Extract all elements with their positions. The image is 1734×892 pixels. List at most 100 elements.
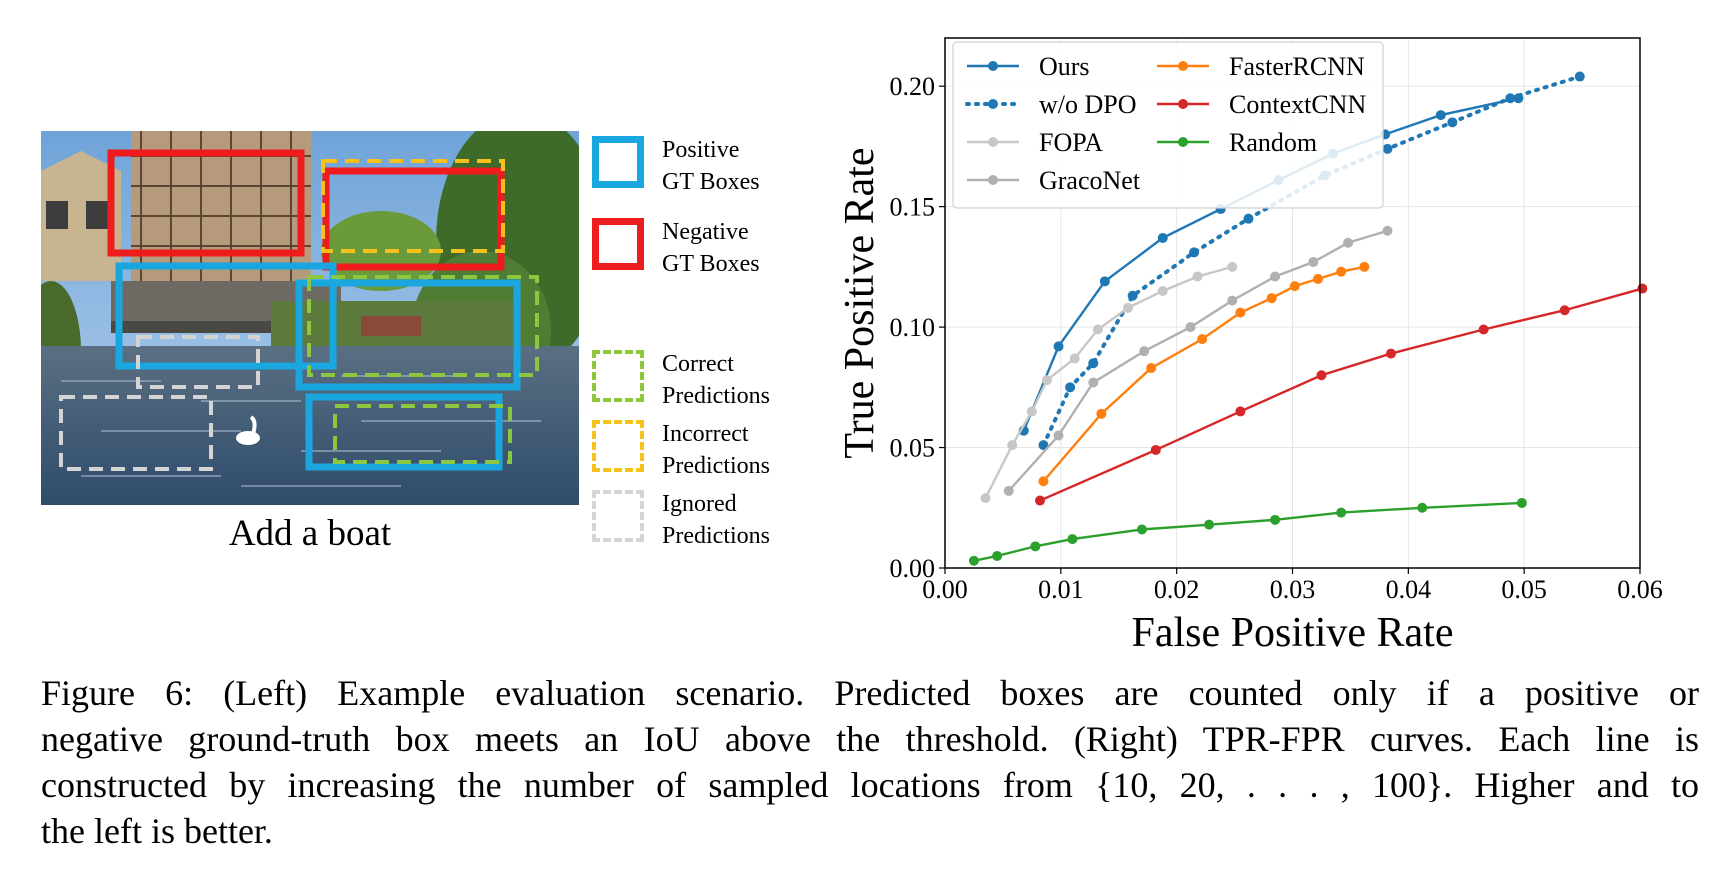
caption-line: negative ground-truth box meets an IoU a… xyxy=(41,719,1699,759)
negative-gt-box xyxy=(107,149,305,257)
positive-gt-box xyxy=(295,279,521,391)
data-point xyxy=(1053,430,1064,441)
data-point xyxy=(1030,541,1041,552)
legend-label: FOPA xyxy=(1039,128,1103,157)
x-tick-label: 0.01 xyxy=(1038,575,1084,604)
data-point xyxy=(1435,110,1446,121)
data-point xyxy=(1157,232,1168,243)
data-point xyxy=(1316,370,1327,381)
data-point xyxy=(968,555,979,566)
data-point xyxy=(1096,408,1107,419)
legend-item-incorrect-predictions: Incorrect Predictions xyxy=(590,418,800,482)
legend-label: Ignored Predictions xyxy=(662,491,770,549)
caption-line: constructed by increasing the number of … xyxy=(41,765,1699,805)
data-point xyxy=(1003,485,1014,496)
scene-illustration xyxy=(41,131,579,505)
series-w-o-dpo xyxy=(1038,71,1585,451)
house xyxy=(41,151,121,281)
data-point xyxy=(980,493,991,504)
house-window xyxy=(46,201,68,229)
data-point xyxy=(1088,358,1099,369)
data-point xyxy=(992,550,1003,561)
data-point xyxy=(1192,271,1203,282)
data-point xyxy=(1204,519,1215,530)
caption-line: the left is better. xyxy=(41,811,273,851)
legend-label: ContextCNN xyxy=(1229,90,1366,119)
x-tick-label: 0.03 xyxy=(1270,575,1316,604)
data-point xyxy=(1136,524,1147,535)
data-point xyxy=(1053,341,1064,352)
data-point xyxy=(1092,324,1103,335)
legend-item-negative-gt: Negative GT Boxes xyxy=(590,216,800,280)
data-point xyxy=(1289,281,1300,292)
legend-label: Correct Predictions xyxy=(662,351,770,409)
data-point xyxy=(1099,276,1110,287)
box-type-legend: Positive GT Boxes Negative GT Boxes Correc… xyxy=(590,134,800,554)
legend-marker xyxy=(1178,137,1188,147)
legend-entry-ours: Ours xyxy=(967,52,1090,81)
y-axis-label: True Positive Rate xyxy=(837,147,883,458)
data-point xyxy=(1146,363,1157,374)
data-point xyxy=(1127,290,1138,301)
swan-neck xyxy=(249,415,257,435)
positive-gt-box xyxy=(305,393,503,471)
legend-entry-graconet: GracoNet xyxy=(967,166,1141,195)
data-point xyxy=(1227,295,1238,306)
series-fopa xyxy=(980,261,1238,504)
data-point xyxy=(1088,377,1099,388)
data-point xyxy=(1382,225,1393,236)
data-point xyxy=(1235,307,1246,318)
series-line xyxy=(1039,287,1643,502)
legend-label: Negative GT Boxes xyxy=(662,219,760,277)
legend-swatch xyxy=(592,136,644,188)
data-point xyxy=(1069,353,1080,364)
legend-marker xyxy=(988,61,998,71)
data-point xyxy=(1385,348,1396,359)
legend-marker xyxy=(988,137,998,147)
data-point xyxy=(1038,476,1049,487)
y-tick-label: 0.20 xyxy=(890,72,936,101)
y-tick-label: 0.15 xyxy=(890,193,936,222)
data-point xyxy=(1312,273,1323,284)
legend-swatch xyxy=(592,350,644,402)
x-axis-label: False Positive Rate xyxy=(1132,610,1454,656)
data-point xyxy=(1026,406,1037,417)
legend-swatch xyxy=(592,218,644,270)
series-graconet xyxy=(1003,225,1393,496)
legend-item-ignored-predictions: Ignored Predictions xyxy=(590,488,800,552)
data-point xyxy=(1336,266,1347,277)
legend-label: Ours xyxy=(1039,52,1090,81)
data-point xyxy=(1065,382,1076,393)
legend-entry-fasterrcnn: FasterRCNN xyxy=(1157,52,1365,81)
data-point xyxy=(1336,507,1347,518)
chart-legend: Ours w/o DPO FOPA GracoNet FasterRCNN Context… xyxy=(952,41,1384,209)
caption-line: Figure 6: (Left) Example evaluation scen… xyxy=(41,673,1699,713)
incorrect-prediction-box xyxy=(321,159,505,253)
legend-entry-contextcnn: ContextCNN xyxy=(1157,90,1366,119)
legend-marker xyxy=(988,99,998,109)
data-point xyxy=(1270,271,1281,282)
x-tick-label: 0.05 xyxy=(1501,575,1547,604)
legend-label: GracoNet xyxy=(1039,166,1141,195)
ignored-prediction-box xyxy=(59,395,213,471)
data-point xyxy=(1343,237,1354,248)
data-point xyxy=(1447,117,1458,128)
bench xyxy=(361,316,421,336)
legend-label: Random xyxy=(1229,128,1317,157)
data-point xyxy=(1157,285,1168,296)
scene-caption: Add a boat xyxy=(228,513,392,554)
ignored-prediction-box xyxy=(136,335,260,389)
legend-label: FasterRCNN xyxy=(1229,52,1365,81)
legend-swatch xyxy=(592,490,644,542)
data-point xyxy=(1041,375,1052,386)
series-layer xyxy=(968,71,1648,566)
data-point xyxy=(1197,334,1208,345)
legend-label: Positive GT Boxes xyxy=(662,137,760,195)
y-tick-label: 0.05 xyxy=(890,434,936,463)
series-line xyxy=(984,265,1233,499)
legend-label: Incorrect Predictions xyxy=(662,421,770,479)
data-point xyxy=(1034,495,1045,506)
legend-entry-w-o-dpo: w/o DPO xyxy=(965,90,1137,119)
series-line xyxy=(973,501,1522,562)
series-contextcnn xyxy=(1034,283,1648,506)
